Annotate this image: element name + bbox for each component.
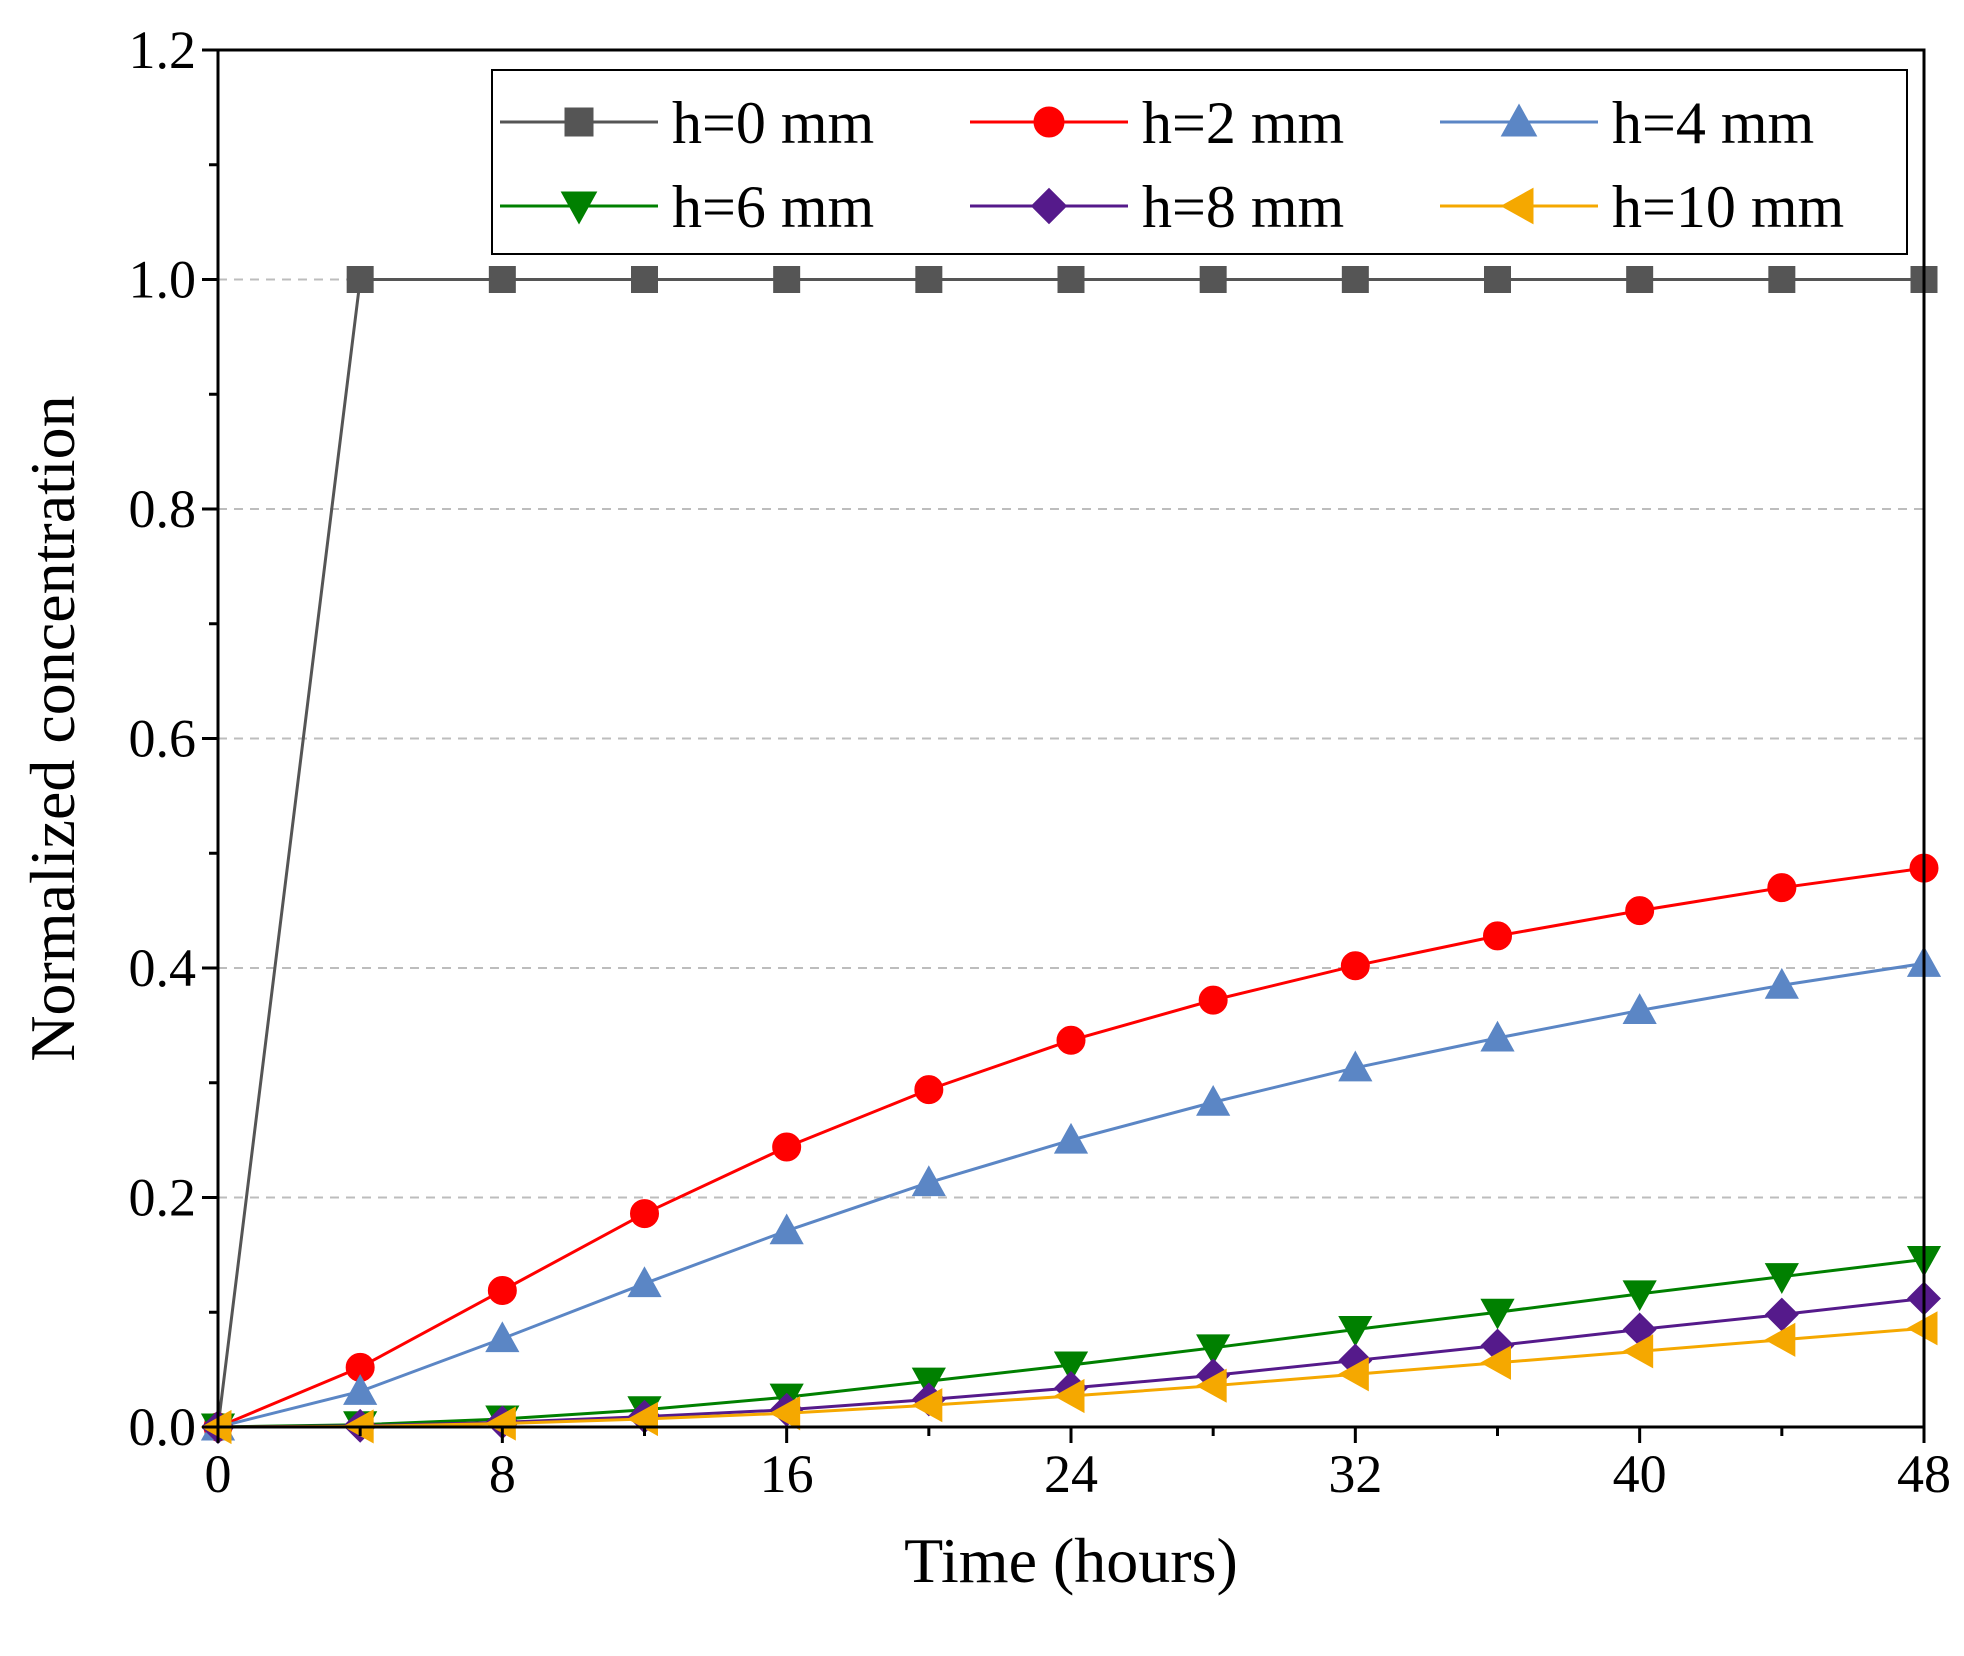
data-point bbox=[1338, 1315, 1373, 1347]
series-0 bbox=[204, 266, 1938, 1441]
data-point bbox=[1057, 266, 1085, 293]
data-point bbox=[1768, 266, 1796, 293]
y-tick-label: 0.2 bbox=[129, 1168, 197, 1228]
x-tick-label: 0 bbox=[205, 1444, 232, 1504]
data-point bbox=[1338, 1357, 1369, 1392]
data-point bbox=[630, 1199, 659, 1229]
data-point bbox=[773, 266, 801, 293]
y-tick-label: 0.8 bbox=[129, 479, 197, 539]
data-point bbox=[1625, 896, 1655, 926]
data-point bbox=[1764, 1263, 1799, 1294]
series-layer bbox=[200, 266, 1942, 1445]
legend-item: h=6 mm bbox=[500, 174, 874, 240]
x-axis-title: Time (hours) bbox=[904, 1525, 1238, 1596]
data-point bbox=[487, 1275, 517, 1305]
series-line bbox=[216, 278, 1924, 1428]
data-point bbox=[1056, 1025, 1086, 1055]
data-point bbox=[1338, 1050, 1373, 1082]
legend-item: h=10 mm bbox=[1440, 174, 1844, 240]
data-point bbox=[1484, 266, 1511, 293]
legend-label: h=6 mm bbox=[672, 174, 874, 240]
series-3 bbox=[200, 1245, 1942, 1445]
data-point bbox=[914, 1075, 944, 1105]
legend-marker bbox=[1500, 187, 1534, 225]
data-point bbox=[1764, 967, 1799, 999]
x-tick-label: 8 bbox=[489, 1444, 516, 1504]
x-tick-label: 32 bbox=[1328, 1444, 1382, 1504]
legend-marker bbox=[560, 191, 598, 225]
legend-item: h=2 mm bbox=[970, 90, 1344, 156]
legend-marker bbox=[564, 107, 594, 137]
legend-item: h=4 mm bbox=[1440, 90, 1814, 156]
data-point bbox=[1626, 266, 1654, 293]
data-point bbox=[769, 1396, 801, 1431]
data-point bbox=[911, 1388, 943, 1423]
data-point bbox=[1341, 266, 1369, 293]
tick-labels: 0 8 16 24 32 40 48 0.0 0.2 0.4 0.6 0.8 1.0 1.2 bbox=[129, 20, 1952, 1504]
data-point bbox=[1480, 1020, 1515, 1052]
data-point bbox=[1767, 873, 1797, 903]
x-tick-label: 48 bbox=[1897, 1444, 1951, 1504]
data-point bbox=[485, 1321, 520, 1353]
legend-box bbox=[491, 69, 1908, 255]
data-point bbox=[1199, 266, 1227, 293]
data-point bbox=[1764, 1322, 1796, 1357]
y-tick-label: 0.0 bbox=[129, 1397, 197, 1457]
legend-label: h=4 mm bbox=[1612, 90, 1814, 156]
data-point bbox=[1622, 1280, 1657, 1312]
x-tick-label: 16 bbox=[760, 1444, 814, 1504]
data-point bbox=[772, 1132, 802, 1162]
data-point bbox=[485, 1406, 516, 1441]
grid-lines bbox=[218, 278, 1924, 1199]
data-point bbox=[1340, 951, 1370, 981]
data-point bbox=[1480, 1345, 1511, 1380]
data-point bbox=[1906, 1311, 1938, 1346]
data-point bbox=[1053, 1122, 1089, 1154]
data-point bbox=[1196, 1334, 1231, 1366]
legend-marker bbox=[1500, 103, 1538, 137]
axis-ticks bbox=[202, 48, 1926, 1443]
legend-label: h=2 mm bbox=[1142, 90, 1344, 156]
y-tick-label: 0.6 bbox=[129, 709, 197, 769]
legend-label: h=10 mm bbox=[1612, 174, 1844, 240]
data-point bbox=[627, 1266, 662, 1298]
legend-item: h=8 mm bbox=[970, 174, 1344, 240]
x-tick-label: 40 bbox=[1613, 1444, 1667, 1504]
legend-marker bbox=[1033, 106, 1065, 138]
data-point bbox=[1196, 1084, 1231, 1116]
y-tick-label: 0.4 bbox=[129, 938, 197, 998]
y-tick-label: 1.2 bbox=[129, 20, 197, 80]
legend-label: h=8 mm bbox=[1142, 174, 1344, 240]
data-point bbox=[915, 266, 943, 293]
data-point bbox=[769, 1213, 804, 1245]
data-point bbox=[343, 1374, 378, 1405]
legend-marker bbox=[1030, 187, 1068, 225]
data-point bbox=[1195, 1368, 1227, 1403]
data-point bbox=[1622, 993, 1657, 1024]
legend-item: h=0 mm bbox=[500, 90, 874, 156]
data-point bbox=[911, 1165, 946, 1197]
series-2 bbox=[200, 946, 1942, 1441]
data-point bbox=[488, 266, 516, 293]
data-point bbox=[1480, 1298, 1515, 1330]
data-point bbox=[1622, 1334, 1654, 1369]
data-point bbox=[1198, 985, 1228, 1015]
x-tick-label: 24 bbox=[1044, 1444, 1098, 1504]
y-axis-title: Normalized concentration bbox=[17, 395, 88, 1061]
data-point bbox=[346, 266, 374, 293]
data-point bbox=[1053, 1351, 1089, 1383]
legend-label: h=0 mm bbox=[672, 90, 874, 156]
data-point bbox=[1483, 921, 1512, 951]
data-point bbox=[1053, 1378, 1085, 1414]
data-point bbox=[631, 266, 658, 293]
y-tick-label: 1.0 bbox=[129, 250, 197, 310]
legend: h=0 mm h=2 mm h=4 mm h=6 mm h=8 mm h=10 mm bbox=[491, 69, 1908, 255]
